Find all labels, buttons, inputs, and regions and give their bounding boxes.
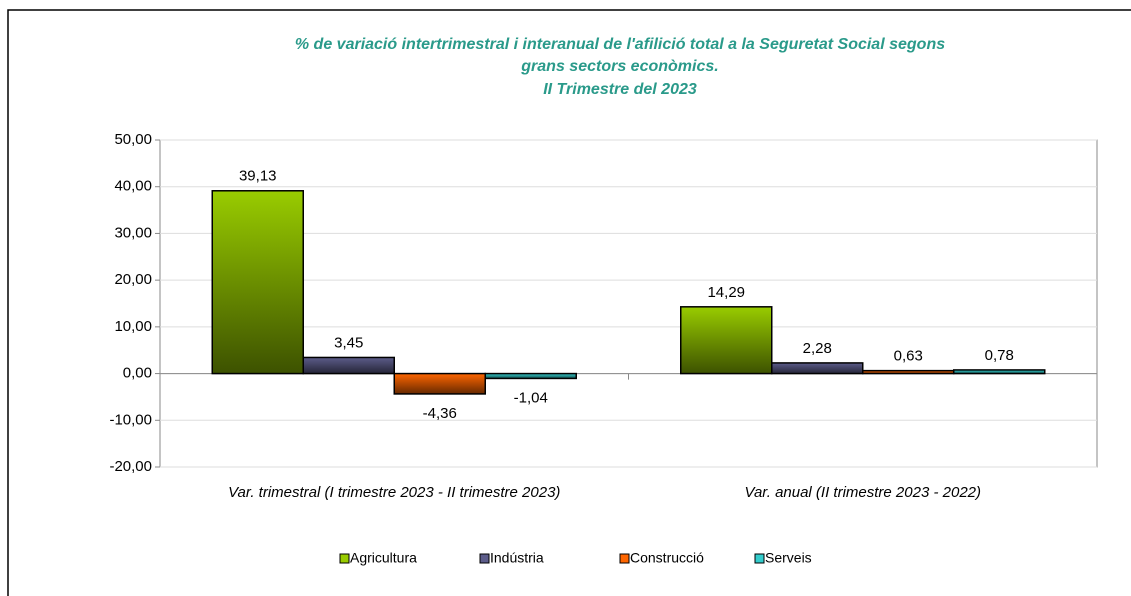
y-tick-label: 50,00 bbox=[114, 131, 152, 148]
data-label: 14,29 bbox=[707, 284, 745, 301]
bar bbox=[302, 356, 395, 375]
bar bbox=[771, 362, 864, 375]
y-tick-label: 0,00 bbox=[123, 365, 152, 382]
chart-title: grans sectors econòmics. bbox=[520, 58, 718, 75]
legend-label: Construcció bbox=[630, 550, 704, 566]
legend-label: Indústria bbox=[490, 550, 544, 566]
data-label: -4,36 bbox=[423, 405, 457, 422]
bar bbox=[862, 369, 955, 375]
y-tick-label: 30,00 bbox=[114, 224, 152, 241]
legend-swatch bbox=[479, 553, 490, 564]
bar bbox=[484, 372, 577, 380]
data-label: 2,28 bbox=[803, 340, 832, 357]
y-tick-label: -20,00 bbox=[109, 458, 152, 475]
legend-swatch bbox=[754, 553, 765, 564]
data-label: 0,63 bbox=[894, 348, 923, 365]
y-tick-label: 20,00 bbox=[114, 271, 152, 288]
data-label: -1,04 bbox=[514, 389, 548, 406]
bar bbox=[393, 372, 486, 395]
y-tick-label: 10,00 bbox=[114, 318, 152, 335]
legend-label: Agricultura bbox=[350, 550, 417, 566]
bar bbox=[211, 190, 304, 375]
bar bbox=[953, 369, 1046, 375]
x-tick-label: Var. anual (II trimestre 2023 - 2022) bbox=[745, 484, 982, 501]
legend-swatch bbox=[339, 553, 350, 564]
legend-label: Serveis bbox=[765, 550, 812, 566]
x-tick-label: Var. trimestral (I trimestre 2023 - II t… bbox=[228, 484, 560, 501]
chart-title: % de variació intertrimestral i interanu… bbox=[295, 36, 945, 53]
data-label: 0,78 bbox=[985, 347, 1014, 364]
plot-area bbox=[159, 139, 1098, 468]
legend-swatch bbox=[619, 553, 630, 564]
bar bbox=[680, 306, 773, 375]
y-tick-label: -10,00 bbox=[109, 411, 152, 428]
data-label: 3,45 bbox=[334, 334, 363, 351]
y-tick-label: 40,00 bbox=[114, 178, 152, 195]
chart-title: II Trimestre del 2023 bbox=[543, 81, 697, 98]
data-label: 39,13 bbox=[239, 168, 277, 185]
